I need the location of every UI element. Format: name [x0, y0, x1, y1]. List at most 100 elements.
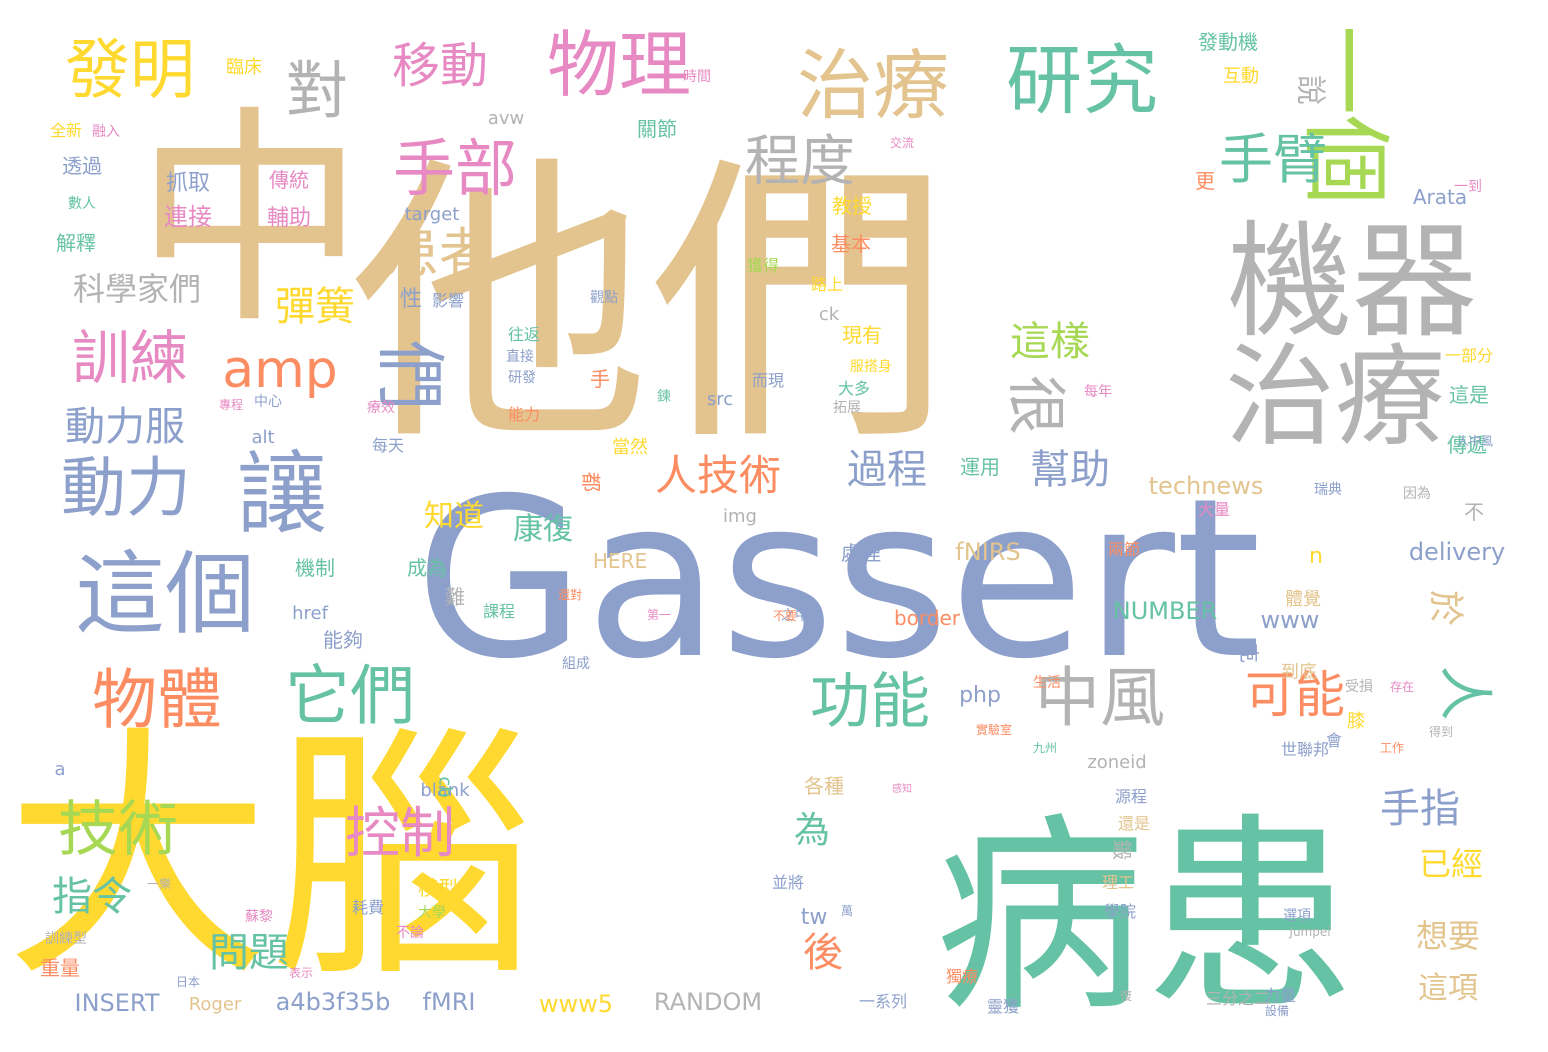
cloud-word: 性 [400, 287, 422, 312]
cloud-word: 很 [1000, 375, 1070, 435]
cloud-word: 手臂 [1219, 128, 1327, 191]
cloud-word: 九州 [1033, 741, 1057, 755]
cloud-word: 難 [445, 585, 465, 609]
cloud-word: 大腦 [5, 705, 535, 1013]
cloud-word: 訓練型 [45, 931, 87, 947]
cloud-word: 後 [803, 930, 843, 976]
cloud-word: 一到 [1454, 179, 1482, 195]
cloud-word: 重量 [40, 956, 80, 980]
cloud-word: 想要 [1416, 917, 1480, 955]
cloud-word: 各種 [804, 774, 844, 798]
cloud-word: 生活 [1033, 675, 1061, 691]
cloud-word: 說 [1293, 75, 1328, 105]
cloud-word: 一個 [1293, 25, 1398, 205]
cloud-word: 世聯邦 [1281, 740, 1329, 759]
cloud-word: 解釋 [56, 231, 96, 255]
cloud-word: 復 [1120, 988, 1132, 1003]
cloud-word: 輔助 [267, 206, 311, 231]
cloud-word: 第一 [647, 608, 671, 622]
cloud-word: 得到 [1429, 724, 1453, 739]
cloud-word: fMRI [423, 988, 476, 1016]
cloud-word: www5 [539, 990, 613, 1018]
cloud-word: Arata [1413, 185, 1467, 209]
cloud-word: 幫助 [1030, 447, 1110, 493]
cloud-word: 現有 [842, 323, 882, 347]
cloud-word: 膝 [1347, 711, 1365, 732]
cloud-word: 當然 [612, 437, 648, 458]
cloud-word: Gassert [415, 451, 1262, 707]
cloud-word: 可能 [1245, 666, 1345, 724]
cloud-word: 病患 [935, 795, 1355, 1040]
cloud-word: 連接 [164, 203, 212, 231]
cloud-word: 訓練 [72, 324, 188, 392]
cloud-word: 物理 [547, 23, 691, 107]
cloud-word: 手指 [1380, 786, 1460, 832]
cloud-word: 對 [286, 54, 348, 127]
cloud-word: 學院 [1104, 902, 1136, 921]
cloud-word: src [707, 389, 733, 410]
cloud-word: 透過 [62, 154, 102, 178]
cloud-word: 為 [794, 810, 830, 851]
cloud-word: 三分之二 [1206, 989, 1270, 1008]
cloud-word: Roger [189, 994, 242, 1015]
cloud-word: alt [251, 427, 274, 448]
cloud-word: avw [488, 108, 524, 129]
cloud-word: 往返 [508, 325, 540, 344]
cloud-word: php [959, 683, 1001, 708]
cloud-word: 這個 [75, 542, 255, 647]
cloud-word: 人中風 [1457, 433, 1493, 448]
cloud-word: 服搭身 [850, 359, 892, 375]
cloud-word: 手部 [393, 132, 517, 205]
cloud-word: 傳遞 [1447, 433, 1487, 457]
cloud-word: 動力 [61, 451, 191, 526]
cloud-word: 鍊 [657, 389, 671, 405]
cloud-word: 能夠 [323, 628, 363, 652]
cloud-word: www [1261, 606, 1320, 634]
cloud-word: 融入 [92, 124, 120, 140]
cloud-word: 之中 [781, 608, 809, 624]
cloud-word: 人技術 [655, 451, 781, 500]
cloud-word: 中心 [254, 394, 282, 410]
cloud-word: 瑞典 [1314, 482, 1342, 498]
cloud-word: 力量 [1264, 986, 1296, 1005]
cloud-word: zoneid [1087, 752, 1146, 773]
cloud-word: 療效 [367, 399, 395, 416]
cloud-word: 人 [1433, 665, 1497, 720]
cloud-word: 全新 [50, 121, 82, 140]
cloud-word: 課程 [483, 602, 515, 621]
cloud-word: 表示 [289, 966, 313, 980]
cloud-word: 組成 [562, 656, 590, 672]
cloud-word: 研發 [508, 370, 536, 386]
cloud-word: 中風 [1035, 661, 1165, 736]
cloud-word: 萬 [841, 904, 853, 918]
cloud-word: 這是 [1449, 383, 1489, 407]
cloud-word: 兩節 [1108, 540, 1140, 559]
cloud-word: 耗費 [352, 898, 384, 917]
cloud-word: INSERT [74, 989, 159, 1017]
cloud-word: 控制 [345, 801, 455, 865]
cloud-word: 大量 [1198, 500, 1230, 519]
cloud-word: 基本 [831, 232, 871, 256]
cloud-word: 這樣 [1010, 319, 1090, 365]
cloud-word: 一系列 [859, 992, 907, 1011]
cloud-word: 們 [369, 340, 451, 410]
cloud-word: 彈簧 [275, 284, 355, 330]
cloud-word: 它們 [285, 659, 415, 734]
cloud-word: 治療 [1225, 333, 1445, 461]
cloud-word: 受損 [1345, 679, 1373, 695]
cloud-word: 還是 [1118, 814, 1150, 833]
cloud-word: 處理 [841, 541, 881, 565]
cloud-word: 科學家們 [73, 270, 201, 308]
cloud-word: 鍛 [1110, 840, 1134, 860]
cloud-word: 實驗室 [976, 722, 1012, 737]
cloud-word: 機器 [1227, 210, 1477, 355]
cloud-word: 路上 [811, 275, 843, 294]
cloud-word: 觀點 [590, 290, 618, 306]
cloud-word: n [1309, 544, 1323, 569]
cloud-word: 發明 [65, 33, 195, 108]
cloud-word: 到底 [1281, 662, 1317, 683]
cloud-word: tw [801, 905, 828, 930]
cloud-word: 獲得 [747, 256, 779, 275]
